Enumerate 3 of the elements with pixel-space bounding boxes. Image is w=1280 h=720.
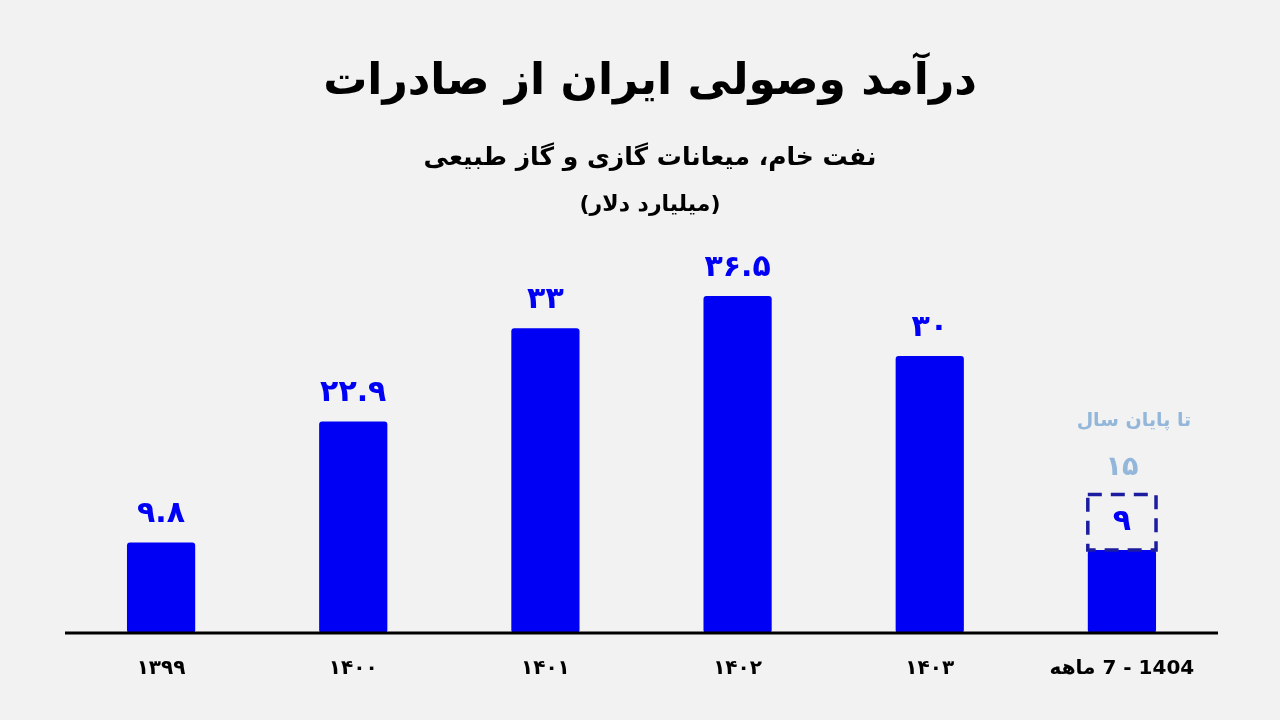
subtitle: نفت خام، میعانات گازی و گاز طبیعی bbox=[423, 143, 877, 169]
ylabel: (میلیارد دلار) bbox=[579, 193, 721, 216]
annotation: تا پایان سال bbox=[1076, 410, 1192, 430]
